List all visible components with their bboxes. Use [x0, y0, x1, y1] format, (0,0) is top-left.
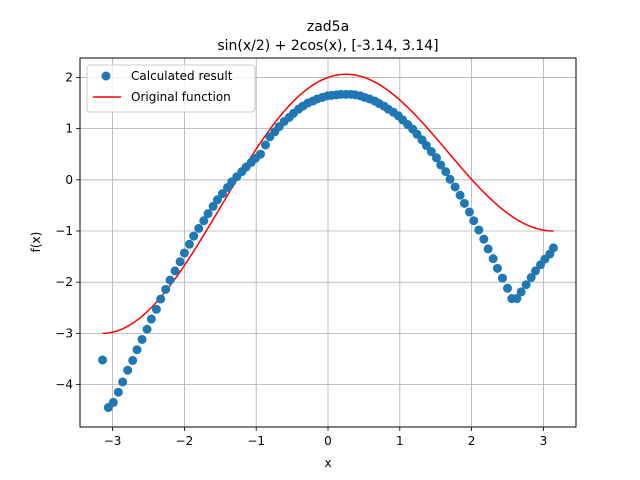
calculated-point	[113, 387, 123, 397]
calculated-point	[151, 304, 161, 314]
calculated-point	[503, 283, 512, 293]
y-tick-label: −3	[55, 326, 73, 340]
calculated-point	[118, 377, 128, 387]
calculated-point	[521, 280, 531, 290]
calculated-point	[256, 149, 266, 159]
calculated-point	[161, 284, 171, 294]
x-tick-label: 3	[540, 434, 548, 448]
calculated-point	[175, 257, 185, 267]
legend: Calculated result Original function	[86, 64, 256, 113]
calculated-point	[165, 275, 175, 285]
calculated-point	[431, 153, 441, 163]
x-axis-label: x	[324, 456, 331, 470]
chart-title: zad5a	[307, 19, 349, 35]
calculated-point	[436, 160, 446, 170]
x-tick-label: −1	[247, 434, 265, 448]
calculated-point	[123, 365, 133, 375]
calculated-point	[208, 201, 218, 211]
y-tick-label: 2	[65, 70, 73, 84]
calculated-point	[108, 397, 118, 407]
calculated-point	[474, 225, 484, 235]
calculated-point	[492, 263, 502, 273]
calculated-point	[179, 248, 189, 258]
x-tick-label: −3	[104, 434, 122, 448]
legend-scatter-marker	[101, 71, 111, 81]
calculated-point	[526, 273, 536, 283]
calculated-point	[426, 147, 436, 157]
line-series	[102, 73, 554, 335]
calculated-point	[142, 324, 152, 334]
y-tick-label: −4	[55, 378, 73, 392]
calculated-point	[421, 141, 431, 151]
calculated-point	[531, 266, 540, 276]
calculated-point	[98, 355, 108, 365]
legend-label-original: Original function	[131, 90, 231, 104]
calculated-point	[459, 198, 469, 208]
original-function-line	[102, 73, 554, 335]
calculated-point	[203, 209, 213, 219]
chart-subtitle: sin(x/2) + 2cos(x), [-3.14, 3.14]	[217, 38, 438, 54]
calculated-point	[156, 294, 166, 304]
x-tick-label: −2	[176, 434, 194, 448]
y-tick-label: 0	[65, 173, 73, 187]
calculated-point	[483, 244, 493, 254]
calculated-point	[548, 243, 558, 253]
calculated-point	[464, 207, 474, 217]
calculated-point	[488, 254, 498, 264]
calculated-point	[137, 334, 147, 344]
calculated-point	[194, 223, 204, 233]
y-tick-label: 1	[65, 122, 73, 136]
calculated-point	[512, 294, 522, 304]
y-tick-label: −2	[55, 275, 73, 289]
scatter-series	[98, 89, 558, 413]
legend-box	[86, 64, 256, 113]
calculated-point	[199, 216, 209, 226]
ticks: −3 −2 −1 0 1 2 3 −4 −3 −2 −1 0 1 2	[55, 70, 547, 448]
calculated-point	[217, 189, 227, 199]
calculated-point	[516, 287, 526, 297]
calculated-point	[189, 231, 199, 241]
calculated-point	[469, 216, 479, 226]
calculated-point	[184, 239, 194, 249]
calculated-point	[450, 182, 460, 192]
calculated-point	[497, 273, 507, 283]
calculated-point	[479, 234, 489, 244]
calculated-point	[455, 190, 465, 200]
calculated-point	[445, 174, 455, 184]
y-tick-label: −1	[55, 224, 73, 238]
x-tick-label: 2	[468, 434, 476, 448]
calculated-point	[261, 140, 271, 150]
legend-label-calculated: Calculated result	[131, 69, 233, 83]
calculated-point	[441, 167, 451, 177]
calculated-point	[170, 266, 180, 276]
x-tick-label: 1	[396, 434, 404, 448]
y-axis-label: f(x)	[29, 232, 43, 253]
x-tick-label: 0	[324, 434, 332, 448]
plot-frame	[79, 57, 577, 428]
calculated-point	[212, 195, 222, 205]
calculated-point	[146, 314, 156, 324]
calculated-point	[128, 355, 138, 365]
calculated-point	[132, 345, 142, 355]
